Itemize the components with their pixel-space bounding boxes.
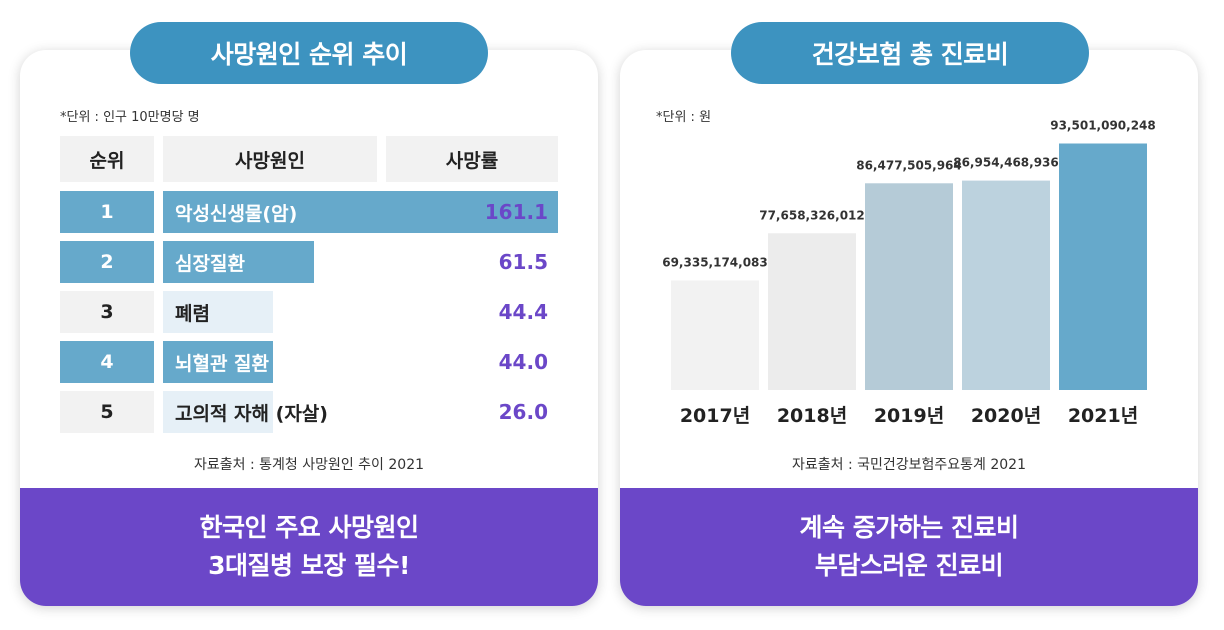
year-tick-label: 2020년 bbox=[971, 405, 1041, 427]
death-footer-line1: 한국인 주요 사망원인 bbox=[199, 513, 419, 542]
cost-bar bbox=[768, 233, 856, 390]
death-rate-bar bbox=[163, 391, 273, 433]
cause-label: 폐렴 bbox=[175, 302, 210, 325]
rank-cell: 5 bbox=[60, 391, 154, 433]
medical-cost-card: *단위 : 원 69,335,174,083 2017년 77,658,326,01… bbox=[620, 50, 1198, 606]
cost-bar bbox=[671, 280, 759, 390]
death-footer-line2: 3대질병 보장 필수! bbox=[208, 551, 410, 580]
death-footer-banner: 한국인 주요 사망원인 3대질병 보장 필수! bbox=[20, 488, 598, 606]
cost-footer-banner: 계속 증가하는 진료비 부담스러운 진료비 bbox=[620, 488, 1198, 606]
cost-footer-line2: 부담스러운 진료비 bbox=[814, 551, 1004, 580]
cause-label: 심장질환 bbox=[175, 252, 245, 275]
death-rate-value: 44.4 bbox=[498, 300, 548, 324]
death-cause-card: *단위 : 인구 10만명당 명 순위 사망원인 사망률 1 악성신생물(암) 16… bbox=[20, 50, 598, 606]
rank-cell: 4 bbox=[60, 341, 154, 383]
header-rank: 순위 bbox=[60, 136, 154, 182]
cost-bar bbox=[865, 183, 953, 390]
medical-cost-title: 건강보험 총 진료비 bbox=[731, 22, 1089, 84]
cost-source-note: 자료출처 : 국민건강보험주요통계 2021 bbox=[791, 457, 1026, 473]
year-tick-label: 2018년 bbox=[777, 405, 847, 427]
death-cause-title: 사망원인 순위 추이 bbox=[130, 22, 488, 84]
year-tick-label: 2021년 bbox=[1068, 405, 1138, 427]
death-unit-note: *단위 : 인구 10만명당 명 bbox=[60, 110, 200, 125]
header-rate: 사망률 bbox=[386, 136, 558, 182]
rank-cell: 3 bbox=[60, 291, 154, 333]
cause-label: 악성신생물(암) bbox=[175, 202, 298, 225]
cost-bar bbox=[1059, 143, 1147, 390]
death-rate-bar bbox=[163, 191, 558, 233]
death-rate-value: 44.0 bbox=[498, 350, 548, 374]
death-rate-value: 161.1 bbox=[484, 200, 548, 224]
cost-value-label: 86,477,505,964 bbox=[856, 158, 962, 172]
death-rate-value: 26.0 bbox=[498, 400, 548, 424]
year-tick-label: 2019년 bbox=[874, 405, 944, 427]
death-rate-bar bbox=[163, 341, 273, 383]
cause-label: 고의적 자해 (자살) bbox=[175, 402, 328, 425]
cost-unit-note: *단위 : 원 bbox=[656, 110, 712, 125]
medical-cost-bar-chart: 69,335,174,083 2017년 77,658,326,012 2018년 86… bbox=[662, 118, 1156, 427]
cost-value-label: 86,954,468,936 bbox=[953, 156, 1059, 170]
year-tick-label: 2017년 bbox=[680, 405, 750, 427]
rank-cell: 1 bbox=[60, 191, 154, 233]
cost-value-label: 93,501,090,248 bbox=[1050, 118, 1156, 132]
header-cause: 사망원인 bbox=[163, 136, 377, 182]
cost-bar bbox=[962, 180, 1050, 390]
cause-label: 뇌혈관 질환 bbox=[175, 352, 270, 375]
cost-value-label: 69,335,174,083 bbox=[662, 255, 768, 269]
death-rate-bar bbox=[163, 241, 314, 283]
death-rate-bar bbox=[163, 291, 273, 333]
death-source-note: 자료출처 : 통계청 사망원인 추이 2021 bbox=[193, 457, 425, 473]
cost-footer-line1: 계속 증가하는 진료비 bbox=[799, 513, 1019, 542]
cost-value-label: 77,658,326,012 bbox=[759, 208, 865, 222]
rank-cell: 2 bbox=[60, 241, 154, 283]
death-rate-value: 61.5 bbox=[498, 250, 548, 274]
